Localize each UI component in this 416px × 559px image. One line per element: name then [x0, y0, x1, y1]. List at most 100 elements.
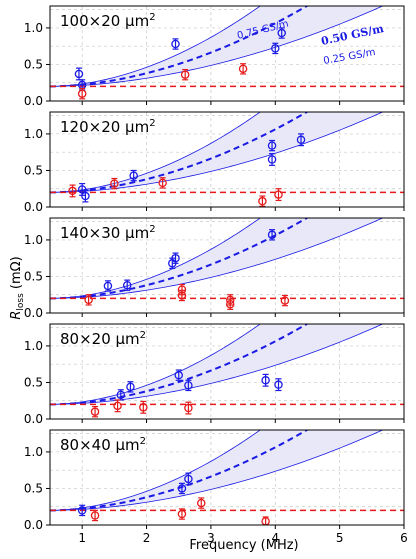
x-tick-label: 1 — [78, 531, 86, 545]
blue-data-point — [267, 230, 277, 240]
panel-4: 0.0 0.5 1.0 80×20 μm2 — [24, 323, 405, 426]
blue-data-point — [103, 281, 113, 291]
band-lower-line — [50, 324, 384, 405]
x-tick-label: 3 — [207, 531, 215, 545]
blue-data-point — [116, 390, 126, 400]
red-data-point — [274, 190, 283, 199]
blue-data-point — [171, 39, 180, 49]
y-axis-title-sub: loss — [16, 293, 26, 311]
blue-data-point — [184, 474, 193, 484]
y-tick-label: 1.0 — [24, 445, 43, 459]
y-tick-label: 0.0 — [24, 200, 43, 214]
y-tick-label: 1.0 — [24, 127, 43, 141]
red-data-point — [177, 509, 187, 519]
y-tick-label: 0.5 — [24, 375, 43, 389]
band-center-line — [50, 6, 309, 88]
y-tick-label: 0.0 — [24, 306, 43, 320]
y-tick-label: 0.0 — [24, 94, 43, 108]
panel-title: 80×40 μm2 — [60, 436, 146, 454]
y-tick-label: 1.0 — [24, 21, 43, 35]
plot-area — [50, 324, 404, 418]
y-axis-title-unit: (mΩ) — [9, 256, 24, 293]
x-tick-label: 6 — [400, 531, 408, 545]
red-data-point — [197, 498, 206, 508]
red-data-point — [280, 296, 290, 305]
panel-2: 0.0 0.5 1.0 120×20 μm2 — [24, 111, 405, 214]
blue-data-point — [77, 506, 87, 515]
blue-data-point — [274, 380, 283, 389]
red-data-point — [258, 196, 267, 206]
panel-title: 80×20 μm2 — [60, 330, 146, 348]
red-data-point — [180, 70, 190, 79]
blue-data-point — [177, 484, 187, 493]
panel-title-sup: 2 — [149, 12, 155, 23]
conductivity-band — [50, 6, 383, 87]
panel-title-main: 100×20 μm — [60, 12, 149, 30]
y-axis-title: Rloss (mΩ) — [9, 256, 26, 319]
panel-5: 0.00.51.01 2 3 4 5 680×40 μm2 — [24, 429, 408, 545]
panel-title: 100×20 μm2 — [60, 12, 156, 30]
conductivity-band — [50, 430, 383, 511]
band-lower-line — [50, 112, 384, 193]
y-tick-label: 0.5 — [24, 57, 43, 71]
blue-data-point — [277, 28, 286, 38]
panel-title-sup: 2 — [149, 224, 155, 235]
band-center-line — [50, 430, 309, 512]
blue-data-point — [267, 155, 277, 164]
plot-area — [50, 112, 404, 207]
red-data-point — [184, 403, 193, 413]
band-lower-line — [50, 218, 384, 299]
red-data-point — [110, 179, 119, 188]
panel-frame — [49, 111, 405, 208]
blue-data-point — [296, 135, 306, 145]
conductivity-band — [50, 218, 383, 299]
blue-data-point — [184, 381, 193, 390]
y-tick-label: 1.0 — [24, 233, 43, 247]
panel-3: 0.0 0.5 1.0 140×30 μm2 — [24, 217, 405, 320]
x-tick-label: 4 — [271, 531, 279, 545]
x-tick-label: 2 — [143, 531, 151, 545]
band-lower-line — [50, 6, 384, 87]
panel-title-main: 120×20 μm — [60, 118, 149, 136]
red-data-point — [84, 295, 93, 305]
x-tick-label: 5 — [336, 531, 344, 545]
panel-frame — [49, 5, 405, 102]
band-upper-line — [50, 430, 261, 511]
plot-area — [50, 6, 404, 100]
panel-title-main: 140×30 μm — [60, 224, 149, 242]
panel-title-sup: 2 — [140, 330, 146, 341]
blue-data-point — [261, 376, 270, 385]
band-center-line — [50, 324, 309, 406]
panel-frame — [49, 323, 405, 420]
panel-title-sup: 2 — [140, 436, 146, 447]
conductivity-band — [50, 112, 383, 193]
panel-frame — [49, 429, 405, 526]
y-tick-label: 0.0 — [24, 518, 43, 532]
blue-data-point — [122, 280, 132, 290]
red-data-point — [177, 285, 187, 294]
blue-data-point — [267, 141, 277, 150]
blue-data-point — [174, 370, 183, 380]
y-tick-label: 0.0 — [24, 412, 43, 426]
blue-data-point — [126, 382, 135, 392]
panel-title-main: 80×40 μm — [60, 436, 140, 454]
blue-data-point — [81, 191, 90, 201]
plot-area — [50, 218, 404, 310]
y-tick-label: 0.5 — [24, 481, 43, 495]
conductivity-band — [50, 324, 383, 405]
band-center-line — [50, 218, 309, 300]
red-data-point — [90, 511, 100, 520]
plot-area — [50, 430, 404, 525]
band-upper-line — [50, 6, 261, 87]
band-center-line — [50, 112, 309, 194]
red-data-point — [90, 407, 100, 416]
blue-data-point — [77, 185, 87, 194]
blue-data-point — [271, 44, 280, 53]
blue-data-point — [74, 69, 84, 79]
x-axis-title: Frequency (MHz) — [189, 538, 298, 553]
red-data-point — [238, 64, 248, 74]
band-upper-line — [50, 112, 261, 193]
y-tick-label: 0.5 — [24, 269, 43, 283]
